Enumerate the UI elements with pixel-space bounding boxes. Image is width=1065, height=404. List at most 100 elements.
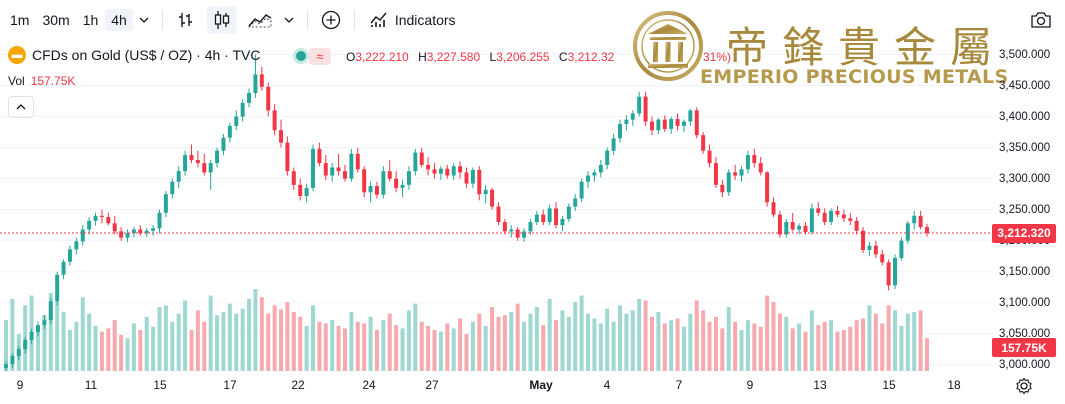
screenshot-camera-icon[interactable] xyxy=(1030,11,1052,34)
volume-bar xyxy=(490,307,495,371)
volume-bar xyxy=(726,307,731,371)
time-axis[interactable]: 9 11 15 17 22 24 27 May 4 7 9 13 15 18 xyxy=(0,371,993,404)
volume-bar xyxy=(419,321,424,371)
candle-body xyxy=(547,208,552,223)
candle-body xyxy=(253,74,258,93)
volume-bar xyxy=(643,300,648,371)
volume-bar xyxy=(183,300,188,371)
candle-body xyxy=(733,172,738,176)
candle-body xyxy=(554,208,559,226)
symbol-legend[interactable]: ▬ CFDs on Gold (US$ / OZ) · 4h · TVC xyxy=(8,46,260,64)
volume-bar xyxy=(157,307,162,371)
close-key: C xyxy=(558,50,568,64)
volume-bar xyxy=(675,318,680,371)
candle-body xyxy=(477,169,482,195)
candle-body xyxy=(445,168,450,176)
candle-body xyxy=(637,96,642,114)
candle-body xyxy=(362,169,367,193)
timeframe-30m[interactable]: 30m xyxy=(42,12,70,28)
candle-body xyxy=(675,119,680,126)
volume-bar xyxy=(854,320,859,371)
volume-bar xyxy=(848,326,853,371)
candle-body xyxy=(227,125,232,138)
price-tick-label: 3,250.000 xyxy=(999,203,1051,216)
volume-legend: Vol 157.75K xyxy=(8,74,75,88)
candle-body xyxy=(579,181,584,199)
candle-body xyxy=(541,214,546,223)
candle-body xyxy=(502,222,507,232)
market-status-dot-icon[interactable] xyxy=(293,48,309,64)
collapse-legend-button[interactable] xyxy=(8,96,34,118)
candle-body xyxy=(355,153,360,170)
candle-body xyxy=(630,113,635,120)
candle-body xyxy=(208,163,213,173)
chart-style-chevron-icon[interactable] xyxy=(279,6,299,34)
price-tick-label: 3,350.000 xyxy=(999,141,1051,154)
gold-symbol-icon: ▬ xyxy=(8,46,26,64)
volume-bar xyxy=(720,328,725,371)
volume-bar xyxy=(317,321,322,371)
volume-bar xyxy=(669,320,674,371)
current-volume-label: 157.75K xyxy=(992,338,1056,357)
candle-style-icon[interactable] xyxy=(206,6,237,34)
volume-bar xyxy=(829,320,834,371)
candle-body xyxy=(713,163,718,185)
time-tick-label: 11 xyxy=(84,378,98,392)
data-delay-icon[interactable]: ≈ xyxy=(309,48,331,65)
volume-bar xyxy=(227,303,232,371)
volume-bar xyxy=(713,316,718,371)
candle-body xyxy=(35,325,40,332)
candle-body xyxy=(797,225,802,230)
volume-bar xyxy=(688,313,693,371)
volume-bar xyxy=(144,316,149,371)
volume-bar xyxy=(598,323,603,371)
compare-add-icon[interactable] xyxy=(316,6,346,34)
candle-body xyxy=(55,274,60,302)
price-axis[interactable]: 3,000.0003,050.0003,100.0003,150.0003,20… xyxy=(993,35,1065,371)
indicators-button[interactable]: Indicators xyxy=(363,6,462,34)
volume-bar xyxy=(451,328,456,371)
timeframe-1h[interactable]: 1h xyxy=(82,12,99,28)
ohlc-values: O3,222.210 H3,227.580 L3,206.255 C3,212.… xyxy=(346,50,620,64)
volume-bar xyxy=(841,330,846,371)
timeframe-dropdown-chevron-icon[interactable] xyxy=(134,6,154,34)
volume-bar xyxy=(873,313,878,371)
candle-body xyxy=(611,138,616,151)
volume-bar xyxy=(298,316,303,371)
chevron-up-icon xyxy=(16,104,26,110)
area-style-icon[interactable] xyxy=(245,6,275,34)
volume-bar xyxy=(502,315,507,371)
volume-bar xyxy=(560,310,565,371)
volume-bar xyxy=(406,310,411,371)
timeframe-1m[interactable]: 1m xyxy=(10,12,30,28)
candle-body xyxy=(291,171,296,185)
price-tick-label: 3,050.000 xyxy=(999,327,1051,340)
candle-body xyxy=(816,208,821,213)
emperio-logo: 帝鋒貴金屬 EMPERIO PRECIOUS METALS xyxy=(630,8,1008,90)
emperio-emblem-icon xyxy=(633,11,703,81)
timeframe-4h[interactable]: 4h xyxy=(105,9,133,31)
candle-body xyxy=(202,163,207,173)
candle-body xyxy=(605,150,610,165)
candle-body xyxy=(592,172,597,176)
volume-bar xyxy=(765,295,770,371)
volume-bar xyxy=(861,318,866,371)
low-key: L xyxy=(489,50,497,64)
candle-body xyxy=(342,171,347,179)
volume-bar xyxy=(55,302,60,371)
volume-bar xyxy=(253,289,258,371)
candle-body xyxy=(829,210,834,223)
volume-bar xyxy=(362,323,367,371)
candle-body xyxy=(99,215,104,218)
symbol-title: CFDs on Gold (US$ / OZ) · 4h · TVC xyxy=(32,47,261,63)
candle-body xyxy=(285,142,290,172)
volume-bar xyxy=(80,297,85,371)
candle-body xyxy=(624,119,629,125)
candle-body xyxy=(80,229,85,242)
change-percent-partial: 31%) xyxy=(703,50,732,64)
chart-settings-gear-icon[interactable] xyxy=(1015,377,1033,395)
volume-bar xyxy=(35,325,40,371)
bar-style-icon[interactable] xyxy=(171,6,201,34)
candle-body xyxy=(752,155,757,164)
chart-plot-area[interactable] xyxy=(0,35,993,371)
